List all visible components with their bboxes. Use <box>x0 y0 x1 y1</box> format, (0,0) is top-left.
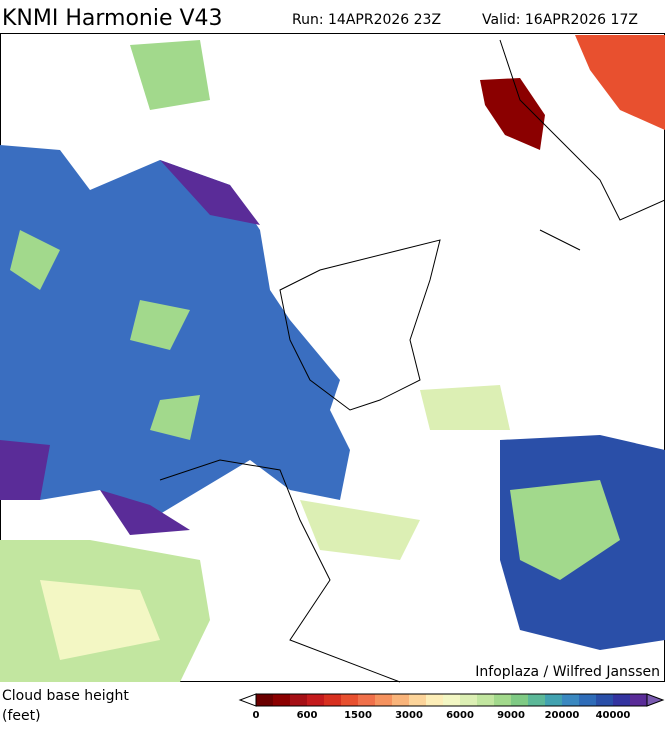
colorbar-swatch <box>273 694 290 706</box>
colorbar-swatch <box>409 694 426 706</box>
colorbar-swatch <box>307 694 324 706</box>
colorbar-tick-label: 600 <box>297 710 318 721</box>
colorbar-swatch <box>375 694 392 706</box>
title: KNMI Harmonie V43 <box>2 6 223 31</box>
colorbar-swatch <box>358 694 375 706</box>
colorbar-high <box>646 693 665 707</box>
colorbar-tick-label: 1500 <box>344 710 372 721</box>
colorbar-swatch <box>443 694 460 706</box>
legend-unit: (feet) <box>2 708 41 724</box>
colorbar-swatch <box>460 694 477 706</box>
colorbar-tick-label: 20000 <box>545 710 580 721</box>
colorbar-swatch <box>477 694 494 706</box>
colorbar-swatch <box>511 694 528 706</box>
colorbar-tick-label: 40000 <box>596 710 631 721</box>
colorbar-tick-label: 3000 <box>395 710 423 721</box>
colorbar-low <box>238 693 257 707</box>
colorbar-swatch <box>341 694 358 706</box>
colorbar-swatch <box>324 694 341 706</box>
colorbar-tick-label: 9000 <box>497 710 525 721</box>
colorbar-swatch <box>426 694 443 706</box>
colorbar-swatch <box>392 694 409 706</box>
colorbar-swatch <box>596 694 613 706</box>
run-time: Run: 14APR2026 23Z <box>292 12 441 28</box>
colorbar-tick-label: 0 <box>253 710 260 721</box>
colorbar-swatch <box>562 694 579 706</box>
colorbar-swatch <box>256 694 273 706</box>
credit: Infoplaza / Wilfred Janssen <box>475 664 660 680</box>
colorbar-swatch <box>630 694 647 706</box>
legend-label: Cloud base height <box>2 688 129 704</box>
colorbar: 0 600 1500 3000 6000 9000 20000 40000 <box>238 693 665 721</box>
colorbar-swatch <box>613 694 630 706</box>
colorbar-swatch <box>579 694 596 706</box>
colorbar-swatch <box>545 694 562 706</box>
map <box>0 33 665 683</box>
colorbar-tick-label: 6000 <box>446 710 474 721</box>
colorbar-swatch <box>528 694 545 706</box>
valid-time: Valid: 16APR2026 17Z <box>482 12 638 28</box>
colorbar-swatch <box>494 694 511 706</box>
colorbar-swatch <box>290 694 307 706</box>
